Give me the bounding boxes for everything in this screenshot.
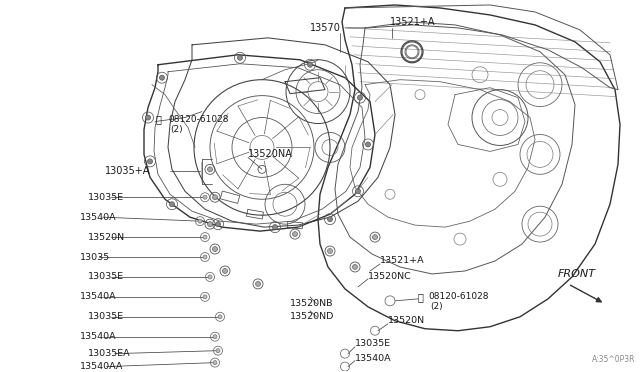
Circle shape xyxy=(213,360,217,365)
Circle shape xyxy=(218,315,222,319)
Text: (2): (2) xyxy=(430,302,443,311)
Text: 08120-61028: 08120-61028 xyxy=(428,292,488,301)
Circle shape xyxy=(159,75,164,80)
Text: 13520NC: 13520NC xyxy=(368,272,412,282)
Bar xyxy=(287,221,303,229)
Text: 13570: 13570 xyxy=(310,23,341,33)
Circle shape xyxy=(203,195,207,199)
Text: 13035E: 13035E xyxy=(88,193,124,202)
Circle shape xyxy=(216,349,220,353)
Circle shape xyxy=(198,219,202,223)
Text: 13035+A: 13035+A xyxy=(105,166,150,176)
Circle shape xyxy=(203,235,207,239)
Text: 13035E: 13035E xyxy=(88,312,124,321)
Circle shape xyxy=(207,167,212,172)
Circle shape xyxy=(372,235,378,240)
Circle shape xyxy=(216,222,221,227)
Text: 13540A: 13540A xyxy=(80,292,116,301)
Circle shape xyxy=(170,202,175,207)
Text: FRONT: FRONT xyxy=(558,269,596,279)
Text: 13035EA: 13035EA xyxy=(88,349,131,358)
Text: 13540AA: 13540AA xyxy=(80,362,124,371)
Circle shape xyxy=(307,62,312,67)
Circle shape xyxy=(328,248,333,254)
Circle shape xyxy=(328,217,333,222)
Text: 13520ND: 13520ND xyxy=(290,312,334,321)
Circle shape xyxy=(353,264,358,269)
Text: 13520NB: 13520NB xyxy=(290,299,333,308)
Text: Ⓑ: Ⓑ xyxy=(418,292,424,302)
Text: 13520NA: 13520NA xyxy=(248,150,293,160)
Text: (2): (2) xyxy=(170,125,182,134)
Bar xyxy=(246,209,264,219)
Circle shape xyxy=(147,159,152,164)
Circle shape xyxy=(203,255,207,259)
Circle shape xyxy=(365,142,371,147)
Text: Ⓑ: Ⓑ xyxy=(156,115,162,125)
Circle shape xyxy=(223,269,227,273)
Circle shape xyxy=(355,189,360,194)
Text: 13540A: 13540A xyxy=(355,354,392,363)
Circle shape xyxy=(212,195,218,200)
Text: 13520N: 13520N xyxy=(388,316,425,325)
Text: 13035E: 13035E xyxy=(88,272,124,282)
Text: 13035E: 13035E xyxy=(355,339,391,348)
Text: 08120-61028: 08120-61028 xyxy=(168,115,228,124)
Circle shape xyxy=(207,222,212,227)
Text: A:35^0P3R: A:35^0P3R xyxy=(591,355,635,363)
Circle shape xyxy=(358,95,362,100)
Circle shape xyxy=(213,335,217,339)
Circle shape xyxy=(273,225,278,230)
Text: 13521+A: 13521+A xyxy=(380,257,424,266)
Circle shape xyxy=(145,115,150,120)
Circle shape xyxy=(208,275,212,279)
Circle shape xyxy=(255,282,260,286)
Circle shape xyxy=(237,55,243,60)
Circle shape xyxy=(203,295,207,299)
Text: 13520N: 13520N xyxy=(88,232,125,241)
Bar xyxy=(220,191,240,203)
Circle shape xyxy=(212,247,218,251)
Text: 13540A: 13540A xyxy=(80,332,116,341)
Text: 13035: 13035 xyxy=(80,253,110,262)
Circle shape xyxy=(292,232,298,237)
Text: 13521+A: 13521+A xyxy=(390,17,435,27)
Text: 13540A: 13540A xyxy=(80,213,116,222)
